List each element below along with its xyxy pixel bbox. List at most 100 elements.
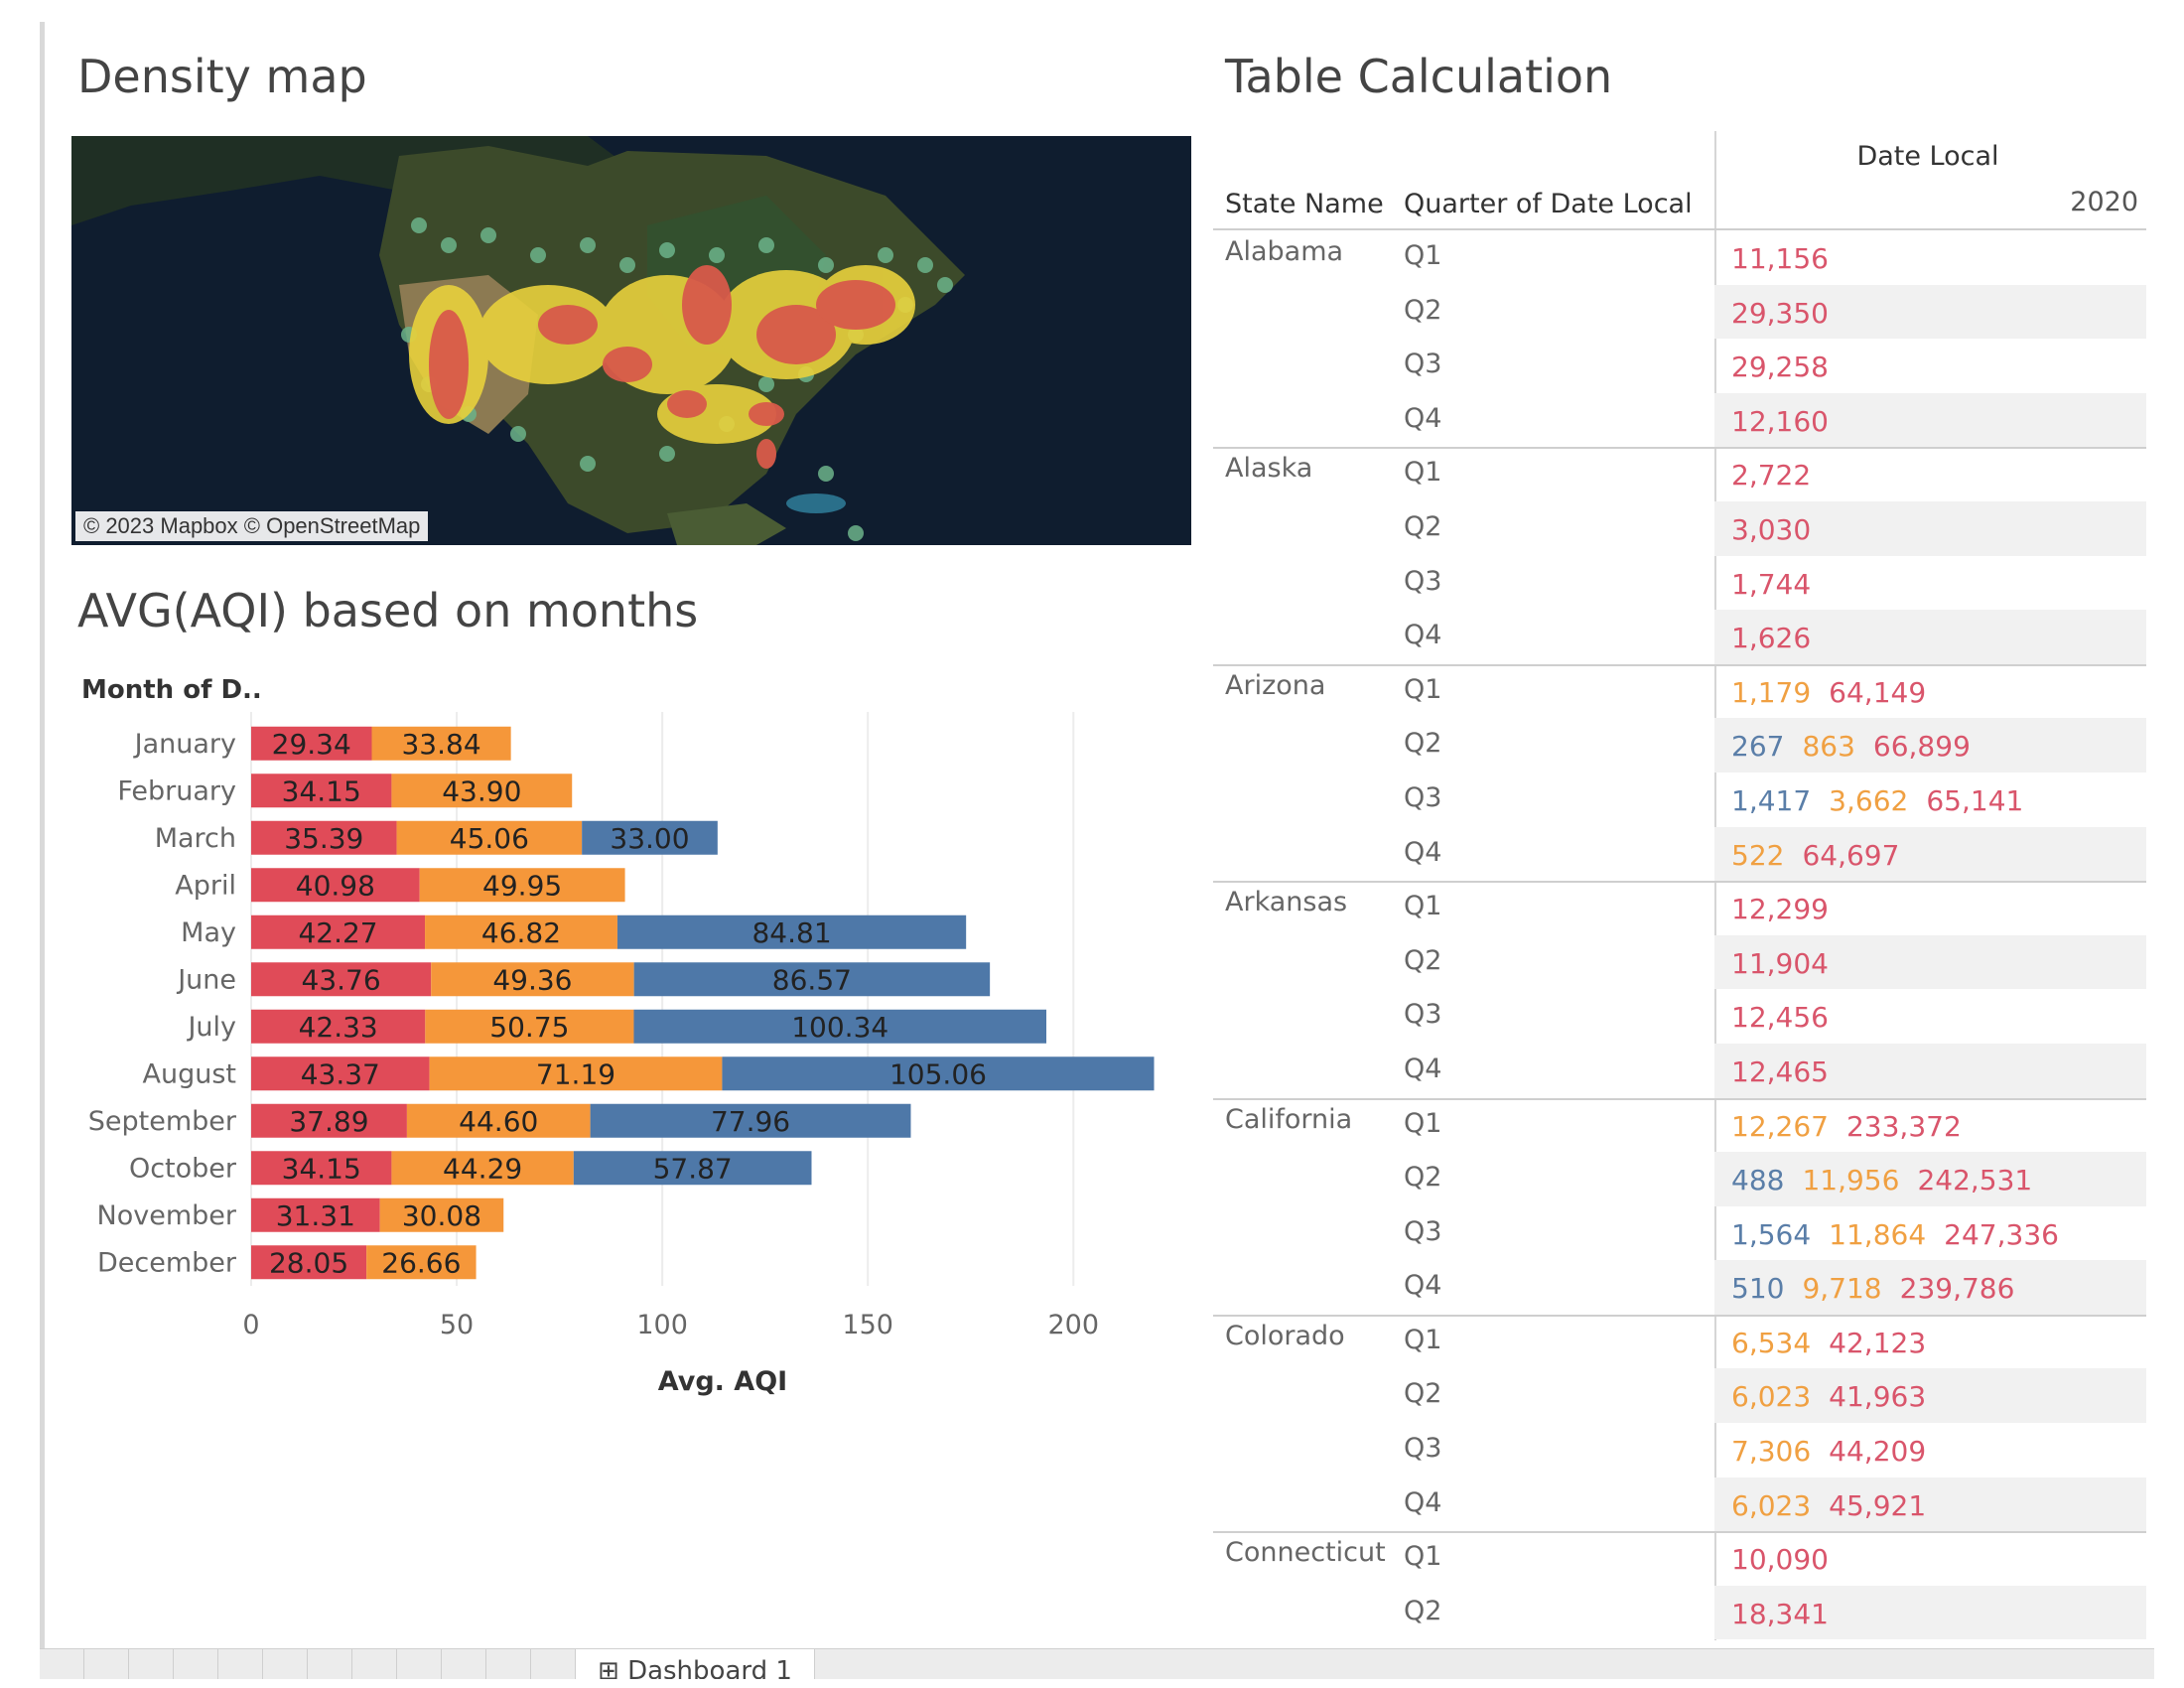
table-row[interactable]: Alaska Q1 2,722 (1213, 447, 2146, 501)
table-row[interactable]: Q3 1,564 11,864 247,336 (1213, 1206, 2146, 1261)
cell-background (1714, 500, 2146, 556)
sheet-tab[interactable] (84, 1649, 129, 1679)
table-row[interactable]: Q2 6,023 41,963 (1213, 1368, 2146, 1424)
table-row[interactable]: Q2 267 863 66,899 (1213, 718, 2146, 773)
quarter-cell: Q2 (1404, 1595, 1442, 1626)
date-local-header[interactable]: Date Local (1856, 141, 1999, 172)
sheet-tab[interactable] (486, 1649, 531, 1679)
bar-segment (251, 1056, 430, 1091)
table-row[interactable]: Q3 7,306 44,209 (1213, 1423, 2146, 1477)
avg-aqi-bar-chart[interactable]: Month of D.. January 29.34 33.84 February 34.… (60, 660, 1201, 1415)
bar-segment (391, 1151, 574, 1186)
table-row[interactable]: Q3 1,744 (1213, 556, 2146, 611)
value-cell: 267 863 66,899 (1731, 730, 1988, 763)
value-cell: 11,156 (1731, 242, 1846, 275)
value-text: 12,267 (1731, 1109, 1829, 1143)
sheet-tab[interactable] (531, 1649, 576, 1679)
sheet-tab[interactable] (442, 1649, 486, 1679)
value-text: 10,090 (1731, 1543, 1829, 1577)
bar-segment (251, 1197, 380, 1232)
value-text: 239,786 (1899, 1272, 2015, 1306)
table-row[interactable]: Q2 18,341 (1213, 1585, 2146, 1640)
value-text: 64,149 (1829, 675, 1927, 709)
bar-segment (419, 868, 625, 903)
bar-segment (573, 1151, 812, 1186)
table-row[interactable]: Q2 11,904 (1213, 934, 2146, 990)
value-text: 12,299 (1731, 893, 1829, 926)
quarter-header[interactable]: Quarter of Date Local (1404, 189, 1693, 219)
table-row[interactable]: Q4 510 9,718 239,786 (1213, 1260, 2146, 1315)
bar-segment (251, 914, 426, 949)
sheet-tab[interactable] (308, 1649, 352, 1679)
table-row[interactable]: Alabama Q1 11,156 (1213, 230, 2146, 285)
year-header[interactable]: 2020 (2070, 187, 2138, 217)
value-text: 242,531 (1917, 1164, 2033, 1197)
state-name-header[interactable]: State Name (1225, 189, 1384, 219)
table-row[interactable]: Q4 522 64,697 (1213, 826, 2146, 882)
quarter-cell: Q1 (1404, 673, 1442, 705)
category-label: May (181, 917, 236, 948)
sheet-tab[interactable] (218, 1649, 263, 1679)
table-row[interactable]: Q4 12,465 (1213, 1043, 2146, 1098)
bar-segment (371, 726, 511, 761)
quarter-cell: Q2 (1404, 728, 1442, 760)
bar-value-label: 43.37 (301, 1057, 380, 1090)
table-row[interactable]: Q4 12,160 (1213, 392, 2146, 448)
table-row[interactable]: Q4 1,626 (1213, 610, 2146, 664)
value-text: 6,534 (1731, 1326, 1812, 1359)
map-attribution[interactable]: © 2023 Mapbox © OpenStreetMap (75, 511, 429, 541)
value-cell: 10,090 (1731, 1543, 1846, 1576)
category-label: September (88, 1106, 237, 1137)
quarter-cell: Q2 (1404, 1162, 1442, 1194)
cell-background (1714, 1585, 2146, 1640)
table-row[interactable]: Q2 29,350 (1213, 284, 2146, 340)
value-text: 3,030 (1731, 512, 1812, 546)
bar-segment (431, 962, 634, 997)
quarter-cell: Q1 (1404, 1541, 1442, 1573)
x-tick-label: 200 (1047, 1310, 1099, 1340)
value-text: 2,722 (1731, 459, 1812, 492)
value-cell: 29,350 (1731, 297, 1846, 330)
quarter-cell: Q2 (1404, 944, 1442, 976)
bar-segment (366, 1245, 477, 1280)
density-map[interactable]: © 2023 Mapbox © OpenStreetMap (71, 136, 1191, 545)
value-text: 247,336 (1944, 1217, 2059, 1251)
table-row[interactable]: Arkansas Q1 12,299 (1213, 881, 2146, 935)
quarter-cell: Q4 (1404, 1486, 1442, 1518)
bar-value-label: 37.89 (289, 1105, 368, 1138)
table-rows: Alabama Q1 11,156 Q2 29,350 Q3 29,258 Q4 12,160 A… (1213, 230, 2146, 1640)
table-calculation[interactable]: Date Local 2020 State Name Quarter of Da… (1213, 131, 2146, 1640)
x-tick-label: 100 (636, 1310, 688, 1340)
table-row[interactable]: Q2 488 11,956 242,531 (1213, 1152, 2146, 1206)
sheet-tab[interactable] (129, 1649, 174, 1679)
bar-segment (590, 1103, 911, 1138)
dashboard-border (40, 22, 45, 1650)
table-row[interactable]: Q4 6,023 45,921 (1213, 1477, 2146, 1532)
table-row[interactable]: Arizona Q1 1,179 64,149 (1213, 664, 2146, 719)
x-tick-label: 150 (842, 1310, 893, 1340)
sheet-tab[interactable] (174, 1649, 218, 1679)
table-row[interactable]: Q3 12,456 (1213, 989, 2146, 1044)
table-row[interactable]: Q2 3,030 (1213, 500, 2146, 556)
table-row[interactable]: Connecticut Q1 10,090 (1213, 1531, 2146, 1586)
value-text: 29,350 (1731, 296, 1829, 330)
tab-dashboard-1[interactable]: ⊞ Dashboard 1 (576, 1649, 815, 1679)
table-row[interactable]: Q3 1,417 3,662 65,141 (1213, 773, 2146, 827)
value-text: 11,904 (1731, 946, 1829, 980)
value-text: 64,697 (1802, 838, 1900, 872)
value-text: 9,718 (1802, 1272, 1882, 1306)
bar-value-label: 100.34 (791, 1011, 888, 1044)
sheet-tab[interactable] (40, 1649, 84, 1679)
table-row[interactable]: Q3 29,258 (1213, 339, 2146, 393)
cell-background (1714, 826, 2146, 882)
sheet-tab[interactable] (352, 1649, 397, 1679)
bar-value-label: 105.06 (889, 1057, 987, 1090)
value-text: 45,921 (1829, 1488, 1927, 1522)
bar-segment (582, 820, 718, 855)
bar-value-label: 84.81 (751, 916, 831, 949)
bar-segment (251, 868, 420, 903)
table-row[interactable]: California Q1 12,267 233,372 (1213, 1098, 2146, 1153)
sheet-tab[interactable] (263, 1649, 308, 1679)
sheet-tab[interactable] (397, 1649, 442, 1679)
table-row[interactable]: Colorado Q1 6,534 42,123 (1213, 1315, 2146, 1369)
